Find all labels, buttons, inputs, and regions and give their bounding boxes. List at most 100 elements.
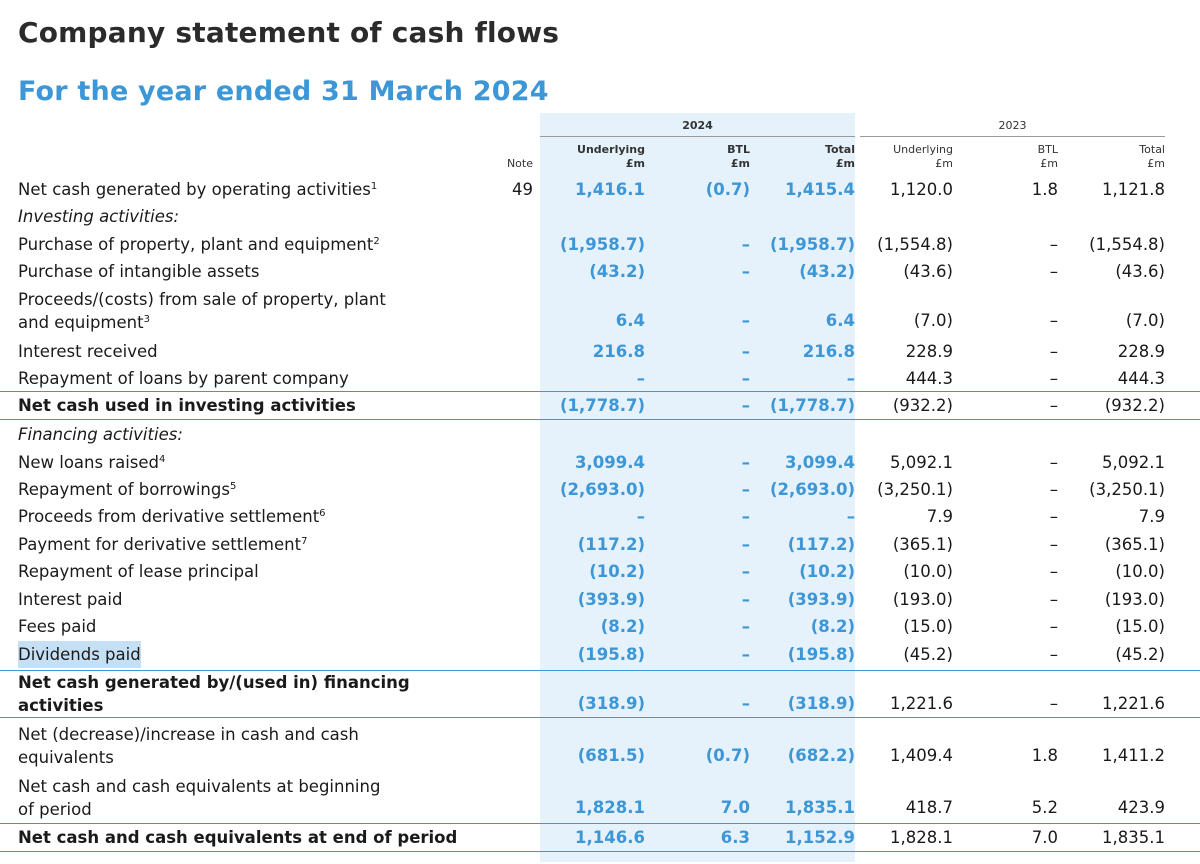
cell-2023-total: (43.6) xyxy=(1115,262,1165,281)
cell-2023-total: 423.9 xyxy=(1117,798,1165,817)
cell-2024-underlying: (195.8) xyxy=(577,645,645,664)
page-subtitle: For the year ended 31 March 2024 xyxy=(18,76,549,107)
row-label: Repayment of lease principal xyxy=(18,562,259,581)
row-label: Repayment of borrowings5 xyxy=(18,480,237,499)
cell-2023-underlying: (193.0) xyxy=(892,590,953,609)
cell-2024-underlying: 1,416.1 xyxy=(575,180,645,199)
cell-2023-underlying: (365.1) xyxy=(892,535,953,554)
cell-2024-btl: (0.7) xyxy=(705,180,750,199)
row-label: Net cash and cash equivalents at end of … xyxy=(18,828,458,847)
cell-2024-total: 1,152.9 xyxy=(785,828,855,847)
cell-2024-btl: (0.7) xyxy=(705,746,750,765)
column-header-2024-underlying: Underlying £m xyxy=(577,143,645,170)
row-cash-end-of-period: Net cash and cash equivalents at end of … xyxy=(0,823,1200,852)
cell-2023-underlying: (932.2) xyxy=(892,396,953,415)
cell-2023-total: 444.3 xyxy=(1117,369,1165,388)
cell-2024-underlying: – xyxy=(636,507,645,526)
row-label-selected[interactable]: Dividends paid xyxy=(18,641,141,668)
cell-2023-btl: – xyxy=(1049,590,1058,609)
cell-2024-underlying: (10.2) xyxy=(589,562,645,581)
row-label: Purchase of intangible assets xyxy=(18,262,260,281)
cell-2023-btl: – xyxy=(1049,396,1058,415)
cell-2024-total: 6.4 xyxy=(825,311,855,330)
cell-2023-total: (932.2) xyxy=(1104,396,1165,415)
row-purchase-intangibles: Purchase of intangible assets (43.2) – (… xyxy=(0,258,1200,285)
cell-2024-underlying: 6.4 xyxy=(615,311,645,330)
cell-2023-underlying: 228.9 xyxy=(905,342,953,361)
cell-2024-underlying: (8.2) xyxy=(600,617,645,636)
cell-2024-underlying: (43.2) xyxy=(589,262,645,281)
cell-2024-underlying: (117.2) xyxy=(577,535,645,554)
cell-2024-total: 216.8 xyxy=(802,342,855,361)
cell-2024-underlying: 1,146.6 xyxy=(575,828,645,847)
cell-2024-total: 3,099.4 xyxy=(785,453,855,472)
cell-2024-btl: – xyxy=(741,262,750,281)
cell-2023-btl: – xyxy=(1049,369,1058,388)
cell-2024-underlying: 1,828.1 xyxy=(575,798,645,817)
note-column-header: Note xyxy=(506,157,533,170)
cell-2023-total: (10.0) xyxy=(1115,562,1165,581)
cell-2024-total: (682.2) xyxy=(787,746,855,765)
row-label: New loans raised4 xyxy=(18,453,166,472)
row-interest-paid: Interest paid (393.9) – (393.9) (193.0) … xyxy=(0,586,1200,613)
cell-2024-underlying: (318.9) xyxy=(577,694,645,713)
cell-2024-btl: – xyxy=(741,507,750,526)
cell-2024-total: (1,778.7) xyxy=(769,396,855,415)
row-proceeds-derivative: Proceeds from derivative settlement6 – –… xyxy=(0,503,1200,530)
cell-2024-btl: – xyxy=(741,694,750,713)
row-dividends-paid: Dividends paid (195.8) – (195.8) (45.2) … xyxy=(0,641,1200,668)
cell-2024-btl: – xyxy=(741,369,750,388)
current-year-column-band xyxy=(540,113,855,862)
cell-2023-btl: – xyxy=(1049,311,1058,330)
cell-2023-total: 1,411.2 xyxy=(1102,746,1165,765)
cell-2023-total: (15.0) xyxy=(1115,617,1165,636)
row-net-change-cash: Net (decrease)/increase in cash and cash… xyxy=(0,723,1200,769)
cell-2023-total: (1,554.8) xyxy=(1089,235,1165,254)
cell-2024-underlying: (1,958.7) xyxy=(559,235,645,254)
cell-2023-underlying: (1,554.8) xyxy=(877,235,953,254)
row-fees-paid: Fees paid (8.2) – (8.2) (15.0) – (15.0) xyxy=(0,613,1200,640)
column-header-2023-underlying: Underlying £m xyxy=(893,143,953,170)
cell-2023-btl: – xyxy=(1049,694,1058,713)
cell-2024-btl: – xyxy=(741,535,750,554)
cell-2023-btl: – xyxy=(1049,262,1058,281)
cell-2023-total: 1,121.8 xyxy=(1102,180,1165,199)
cell-2023-btl: – xyxy=(1049,645,1058,664)
cell-2023-underlying: 5,092.1 xyxy=(890,453,953,472)
cell-2023-underlying: (45.2) xyxy=(903,645,953,664)
row-label: Interest received xyxy=(18,342,158,361)
year-divider-current xyxy=(540,136,855,137)
row-label: Repayment of loans by parent company xyxy=(18,369,349,388)
cell-2023-total: (3,250.1) xyxy=(1089,480,1165,499)
cell-2023-btl: – xyxy=(1049,453,1058,472)
row-interest-received: Interest received 216.8 – 216.8 228.9 – … xyxy=(0,338,1200,365)
cell-2023-btl: 7.0 xyxy=(1031,828,1058,847)
row-purchase-ppe: Purchase of property, plant and equipmen… xyxy=(0,231,1200,258)
row-label: Investing activities: xyxy=(18,207,180,226)
row-payment-derivative: Payment for derivative settlement7 (117.… xyxy=(0,531,1200,558)
cell-2024-total: 1,835.1 xyxy=(785,798,855,817)
cell-2023-underlying: (7.0) xyxy=(913,311,953,330)
cell-2024-btl: – xyxy=(741,311,750,330)
cell-2024-underlying: 3,099.4 xyxy=(575,453,645,472)
cell-2024-total: (393.9) xyxy=(787,590,855,609)
cell-2023-btl: 5.2 xyxy=(1031,798,1058,817)
cell-2023-underlying: (43.6) xyxy=(903,262,953,281)
row-label: Interest paid xyxy=(18,590,123,609)
cell-2023-total: (45.2) xyxy=(1115,645,1165,664)
cell-2023-underlying: 444.3 xyxy=(905,369,953,388)
row-label: Fees paid xyxy=(18,617,97,636)
cell-2023-total: 1,221.6 xyxy=(1102,694,1165,713)
cell-2024-total: (318.9) xyxy=(787,694,855,713)
row-net-cash-investing: Net cash used in investing activities (1… xyxy=(0,391,1200,420)
cell-2024-btl: – xyxy=(741,562,750,581)
cell-2024-btl: – xyxy=(741,645,750,664)
row-proceeds-sale-ppe: Proceeds/(costs) from sale of property, … xyxy=(0,288,1200,334)
row-label: Net cash used in investing activities xyxy=(18,396,356,415)
cell-2023-underlying: (15.0) xyxy=(903,617,953,636)
cell-2024-btl: – xyxy=(741,453,750,472)
cell-2024-total: – xyxy=(846,369,855,388)
cell-2023-btl: – xyxy=(1049,507,1058,526)
cell-2023-underlying: (10.0) xyxy=(903,562,953,581)
cell-2024-total: (195.8) xyxy=(787,645,855,664)
